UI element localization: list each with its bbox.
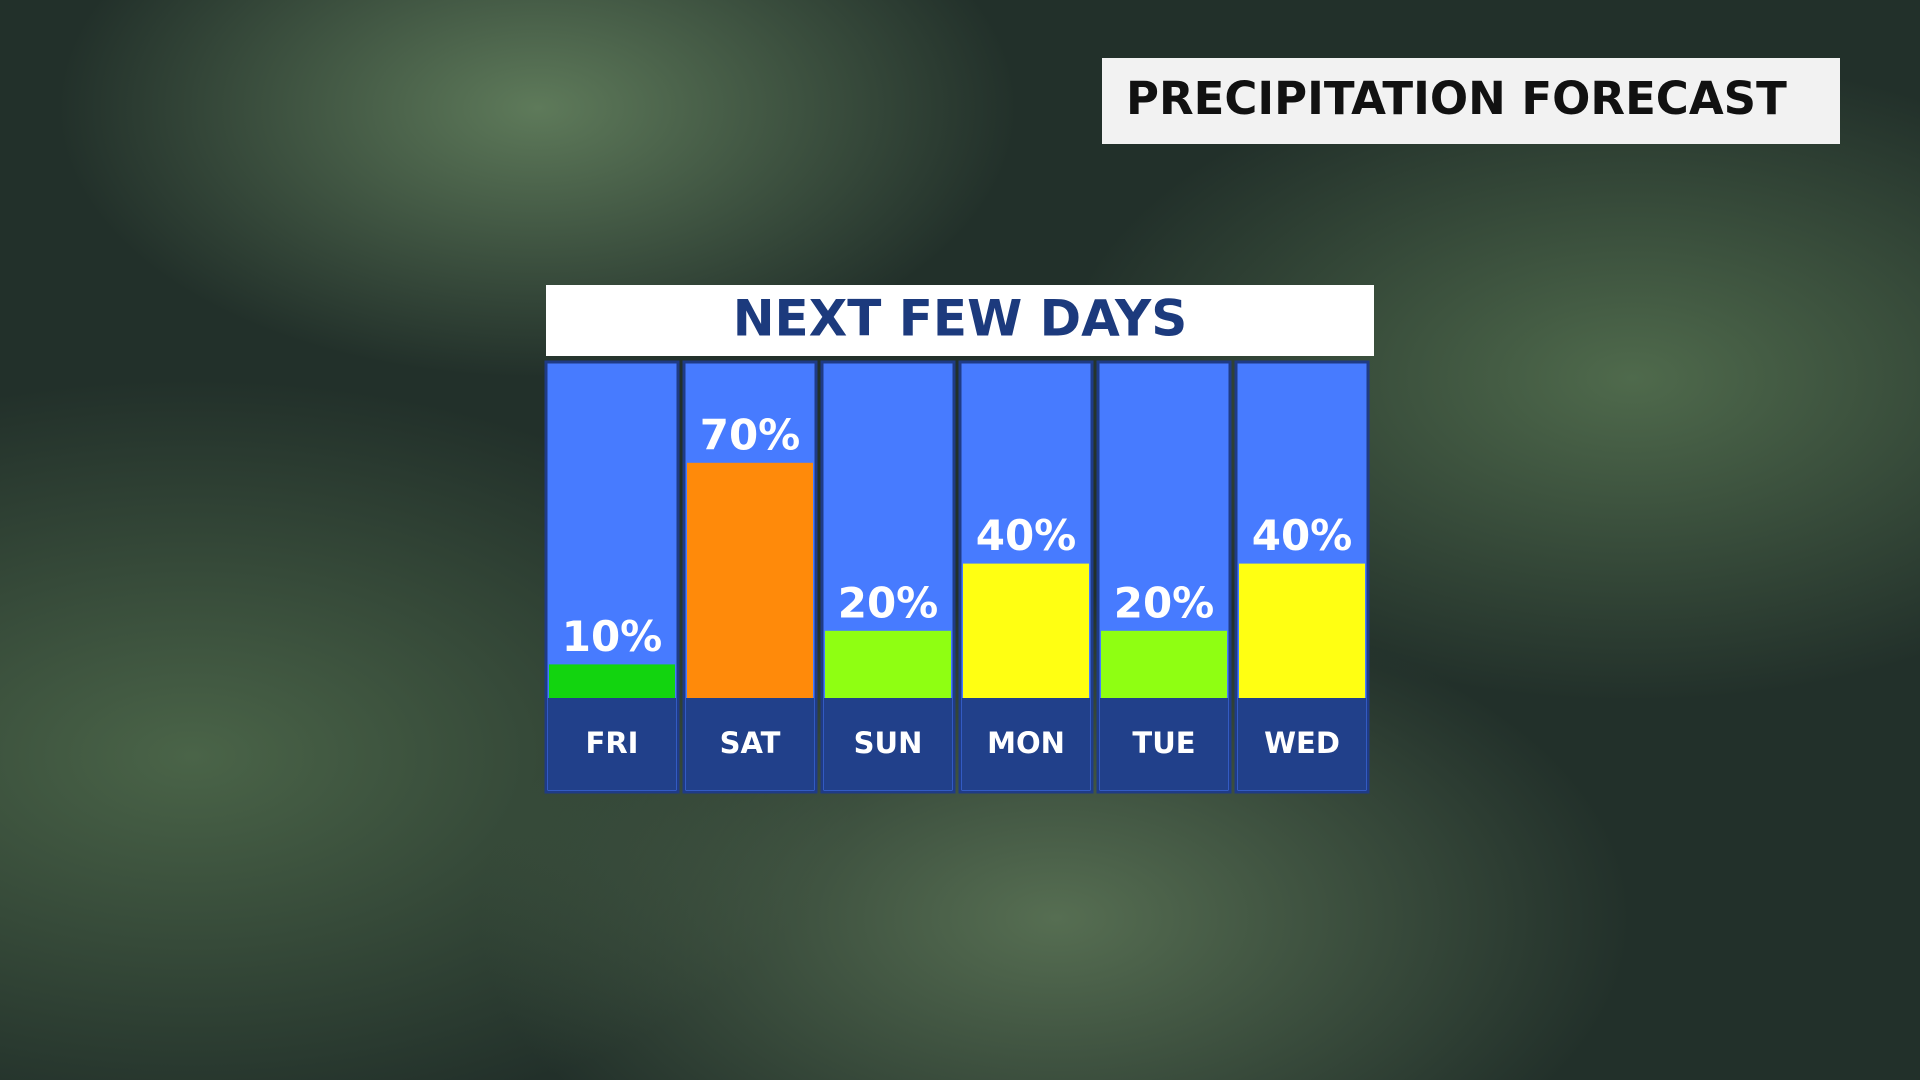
value-label: 20% [1114,578,1215,627]
x-tick-label: MON [987,726,1065,760]
bar [825,630,951,698]
bar [687,462,813,698]
header-box [1102,58,1840,144]
day-box [1100,698,1228,790]
value-label: 70% [700,410,801,459]
x-tick-label: WED [1264,726,1340,760]
x-tick-label: FRI [586,726,639,760]
value-label: 10% [562,612,663,661]
bar [549,664,675,698]
x-tick-label: SUN [854,726,923,760]
day-box [962,698,1090,790]
bar [963,563,1089,698]
day-box [548,698,676,790]
day-box [686,698,814,790]
day-box [824,698,952,790]
chart-title: NEXT FEW DAYS [733,290,1188,348]
title-box [546,285,1374,356]
bar [1239,563,1365,698]
value-label: 40% [1252,511,1353,560]
value-label: 20% [838,578,939,627]
bar [1101,630,1227,698]
x-tick-label: TUE [1132,726,1195,760]
header-title: PRECIPITATION FORECAST [1126,72,1787,125]
day-box [1238,698,1366,790]
value-label: 40% [976,511,1077,560]
x-tick-label: SAT [720,726,781,760]
